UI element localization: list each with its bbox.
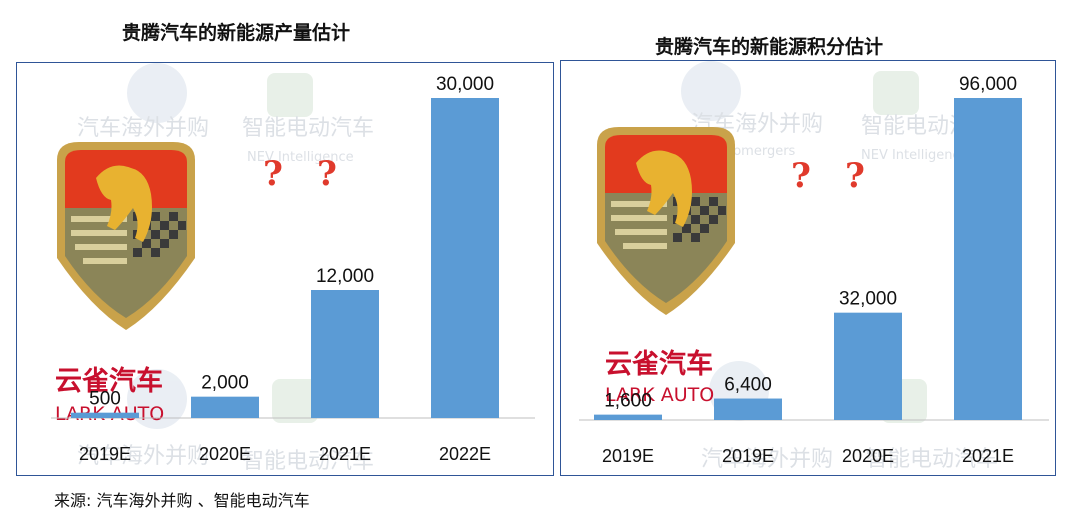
watermark-text: 智能电动汽车 — [242, 116, 374, 141]
lark-auto-logo: 云雀汽车 LARK AUTO — [597, 127, 735, 406]
lark-auto-logo: 云雀汽车 LARK AUTO — [55, 142, 195, 425]
data-label: 6,400 — [724, 375, 772, 396]
watermark-text: 汽车海外并购 — [77, 116, 209, 141]
question-mark: ? — [317, 154, 337, 194]
data-label: 32,000 — [839, 289, 897, 310]
x-tick-label: 2021E — [962, 446, 1014, 466]
watermark-e-icon — [267, 73, 313, 117]
x-tick-label: 2020E — [842, 446, 894, 466]
bar — [311, 290, 379, 418]
logo-brand-cn: 云雀汽车 — [605, 348, 713, 380]
data-label: 30,000 — [436, 74, 494, 95]
bar — [431, 98, 499, 418]
production-bars: 500 2019E 2,000 2020E 12,000 2021E 30,000 2022E — [71, 74, 499, 464]
bar — [954, 98, 1022, 420]
production-chart-svg: 汽车海外并购 智能电动汽车 NEV Intelligence 汽车海外并购 智能… — [51, 63, 535, 474]
watermark-text: 智能电动汽车 — [242, 449, 374, 474]
credits-chart-svg: 汽车海外并购 智能电动汽车 Automergers NEV Intelligen… — [579, 61, 1049, 472]
data-label: 12,000 — [316, 266, 374, 287]
data-label: 1,600 — [604, 391, 652, 412]
bar — [714, 398, 782, 420]
logo-lion-icon — [636, 150, 692, 227]
chart-panel-production: 汽车海外并购 智能电动汽车 NEV Intelligence 汽车海外并购 智能… — [16, 62, 554, 476]
bar — [834, 312, 902, 420]
x-tick-label: 2019E — [722, 446, 774, 466]
x-tick-label: 2022E — [439, 444, 491, 464]
data-label: 500 — [89, 389, 121, 410]
credits-bars: 1,600 2019E 6,400 2019E 32,000 2020E 96,000 202… — [594, 74, 1022, 466]
chart-panel-credits: 汽车海外并购 智能电动汽车 Automergers NEV Intelligen… — [560, 60, 1056, 476]
watermark-globe-icon — [127, 369, 187, 429]
watermark-text: NEV Intelligence — [861, 148, 968, 163]
question-mark: ? — [845, 156, 865, 196]
x-tick-label: 2020E — [199, 444, 251, 464]
logo-brand-cn: 云雀汽车 — [55, 365, 163, 397]
bar — [594, 414, 662, 420]
bar — [71, 412, 139, 418]
watermark-globe-icon — [681, 61, 741, 121]
watermark-text: NEV Intelligence — [247, 150, 354, 165]
question-mark: ? — [263, 154, 283, 194]
watermark-text: 智能电动汽车 — [866, 447, 998, 472]
x-tick-label: 2019E — [602, 446, 654, 466]
watermark-globe-icon — [127, 63, 187, 123]
x-tick-label: 2021E — [319, 444, 371, 464]
data-label: 96,000 — [959, 74, 1017, 95]
logo-brand-en: LARK AUTO — [605, 384, 714, 406]
bar — [191, 396, 259, 418]
question-mark: ? — [791, 156, 811, 196]
watermark-group: 汽车海外并购 智能电动汽车 NEV Intelligence 汽车海外并购 智能… — [77, 63, 374, 474]
watermark-e-icon — [873, 71, 919, 115]
source-note: 来源: 汽车海外并购 、智能电动汽车 — [54, 491, 310, 510]
watermark-text: 汽车海外并购 — [701, 447, 833, 472]
logo-lion-icon — [96, 165, 152, 242]
watermark-text: 汽车海外并购 — [77, 444, 209, 469]
chart-title-credits: 贵腾汽车的新能源积分估计 — [655, 36, 884, 58]
x-tick-label: 2019E — [79, 444, 131, 464]
chart-title-production: 贵腾汽车的新能源产量估计 — [122, 22, 351, 44]
data-label: 2,000 — [201, 373, 249, 394]
watermark-e-icon — [272, 379, 318, 423]
